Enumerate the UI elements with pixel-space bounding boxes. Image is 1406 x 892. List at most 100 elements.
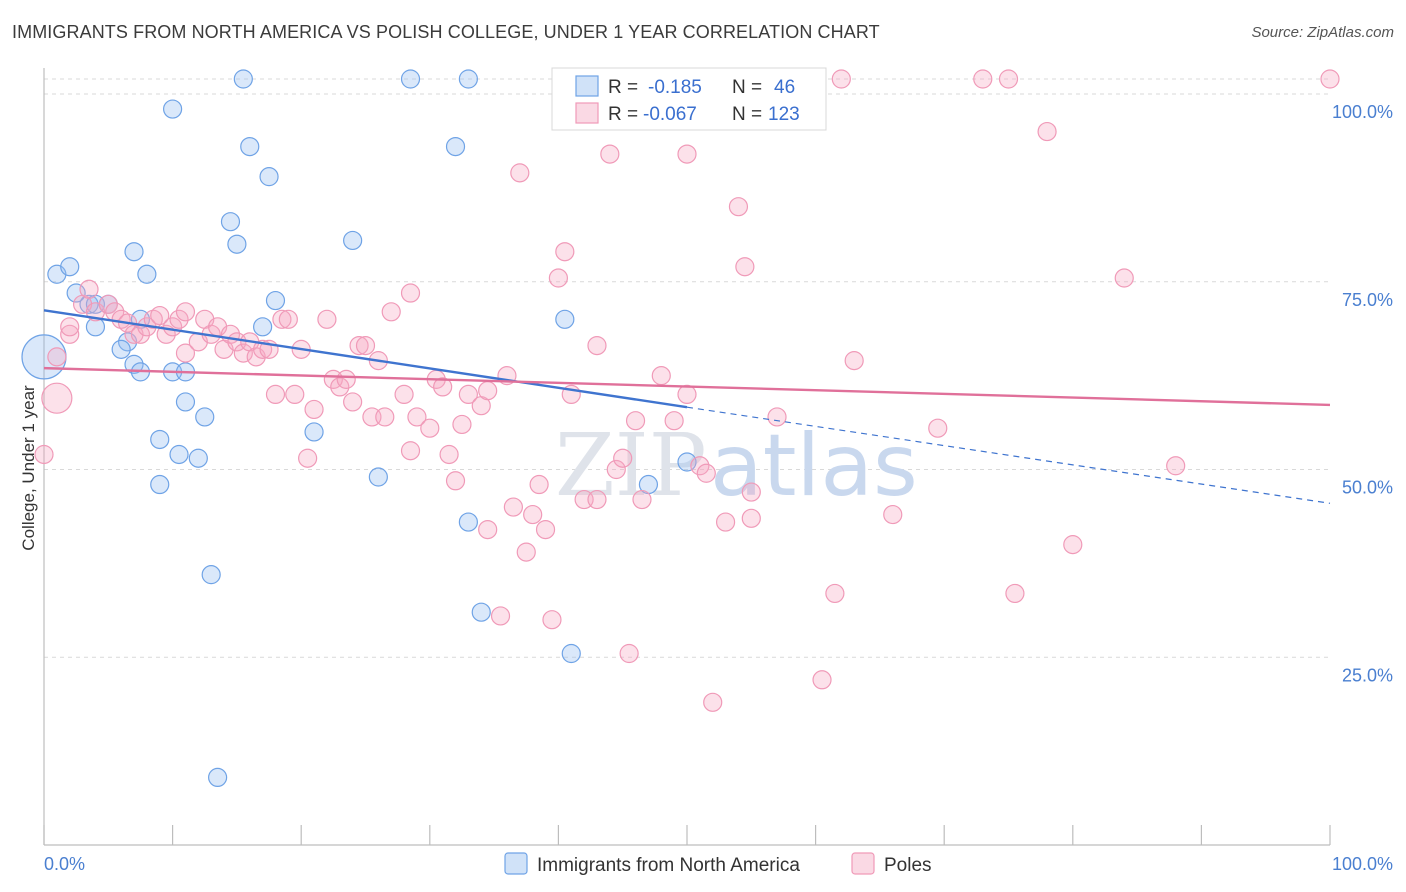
point-poles [298, 448, 318, 468]
point-poles [41, 382, 73, 414]
point-poles [703, 692, 723, 712]
point-poles [883, 504, 903, 525]
legend-r-value-2: -0.067 [643, 104, 697, 125]
point-immigrants-north-america [66, 283, 86, 303]
point-immigrants-north-america [343, 230, 363, 251]
point-poles [278, 309, 298, 329]
point-immigrants-north-america [265, 290, 286, 311]
point-poles [555, 242, 575, 262]
point-poles [715, 512, 736, 532]
point-immigrants-north-america [240, 136, 260, 157]
watermark-atlas: atlas [710, 416, 918, 516]
point-poles [690, 456, 710, 476]
point-poles [433, 377, 453, 397]
point-poles [735, 257, 755, 277]
point-poles [375, 407, 395, 427]
point-poles [632, 489, 652, 510]
point-poles [285, 384, 305, 405]
point-poles [973, 69, 993, 89]
legend-n-label-2: N = [732, 104, 762, 125]
chart-title: IMMIGRANTS FROM NORTH AMERICA VS POLISH … [12, 22, 880, 42]
trend-line-immigrants-extrapolated [686, 406, 1331, 504]
point-immigrants-north-america [163, 99, 183, 119]
point-poles [664, 411, 684, 431]
point-poles [490, 606, 511, 626]
point-poles [330, 377, 350, 397]
point-poles [510, 163, 530, 183]
point-poles [478, 381, 498, 401]
point-immigrants-north-america [175, 392, 196, 412]
point-poles [812, 670, 832, 690]
point-poles [272, 309, 292, 329]
legend-r-label-1: R = [608, 77, 638, 98]
point-poles [355, 335, 376, 356]
point-poles [535, 519, 556, 540]
point-immigrants-north-america [124, 242, 144, 262]
point-poles [523, 504, 543, 525]
point-immigrants-north-america [555, 309, 575, 329]
point-poles [844, 351, 864, 371]
point-immigrants-north-america [304, 422, 324, 442]
point-poles [1063, 535, 1083, 555]
trend-line-poles [43, 366, 1331, 407]
point-immigrants-north-america [233, 69, 253, 89]
point-poles [47, 347, 67, 367]
data-points [21, 69, 1340, 788]
legend-r-value-1: -0.185 [648, 77, 702, 98]
y-tick-label: 25.0% [1342, 665, 1393, 685]
point-immigrants-north-america [137, 264, 157, 284]
point-poles [1005, 583, 1025, 604]
x-tick-label: 0.0% [44, 854, 85, 874]
x-tick-label: 100.0% [1332, 854, 1393, 874]
point-poles [60, 317, 80, 337]
point-immigrants-north-america [677, 452, 697, 472]
point-poles [233, 343, 253, 363]
point-immigrants-north-america [195, 407, 215, 427]
watermark-zip: ZIP [555, 416, 707, 516]
point-poles [150, 305, 170, 326]
point-immigrants-north-america [561, 643, 581, 664]
point-immigrants-north-america [188, 448, 208, 468]
legend-r-label-2: R = [608, 104, 638, 125]
point-poles [394, 384, 414, 405]
point-poles [696, 463, 716, 483]
point-poles [825, 583, 845, 604]
point-immigrants-north-america [458, 69, 478, 89]
point-immigrants-north-america [445, 136, 466, 157]
point-poles [1037, 121, 1057, 142]
trend-lines [43, 309, 1331, 504]
legend-n-label-1: N = [732, 77, 762, 98]
point-poles [445, 471, 466, 491]
point-immigrants-north-america [458, 512, 478, 532]
trend-line-immigrants [43, 309, 688, 409]
point-poles [98, 294, 118, 314]
point-poles [60, 324, 80, 344]
point-poles [548, 268, 569, 288]
grid-lines [44, 78, 1330, 658]
axes: 25.0% 50.0% 75.0% 100.0% 0.0% 100.0% [43, 68, 1393, 874]
point-poles [79, 279, 99, 299]
point-poles [651, 366, 671, 386]
point-poles [606, 459, 626, 480]
series-legend-label-1: Immigrants from North America [537, 855, 800, 876]
chart-source: Source: ZipAtlas.com [1251, 24, 1394, 41]
watermark: ZIP atlas [555, 416, 918, 516]
point-poles [407, 407, 427, 427]
point-poles [529, 474, 549, 495]
point-immigrants-north-america [111, 339, 131, 359]
point-poles [928, 418, 948, 438]
point-immigrants-north-america [259, 167, 279, 187]
y-tick-label: 50.0% [1342, 478, 1393, 498]
point-poles [400, 441, 421, 461]
point-poles [619, 643, 639, 664]
y-axis-label: College, Under 1 year [19, 385, 38, 551]
point-poles [503, 497, 523, 517]
point-poles [677, 384, 697, 405]
point-poles [516, 542, 536, 562]
point-poles [439, 444, 459, 465]
point-poles [625, 411, 646, 431]
point-poles [542, 610, 562, 630]
point-immigrants-north-america [150, 429, 170, 450]
legend-n-value-2: 123 [768, 104, 800, 125]
